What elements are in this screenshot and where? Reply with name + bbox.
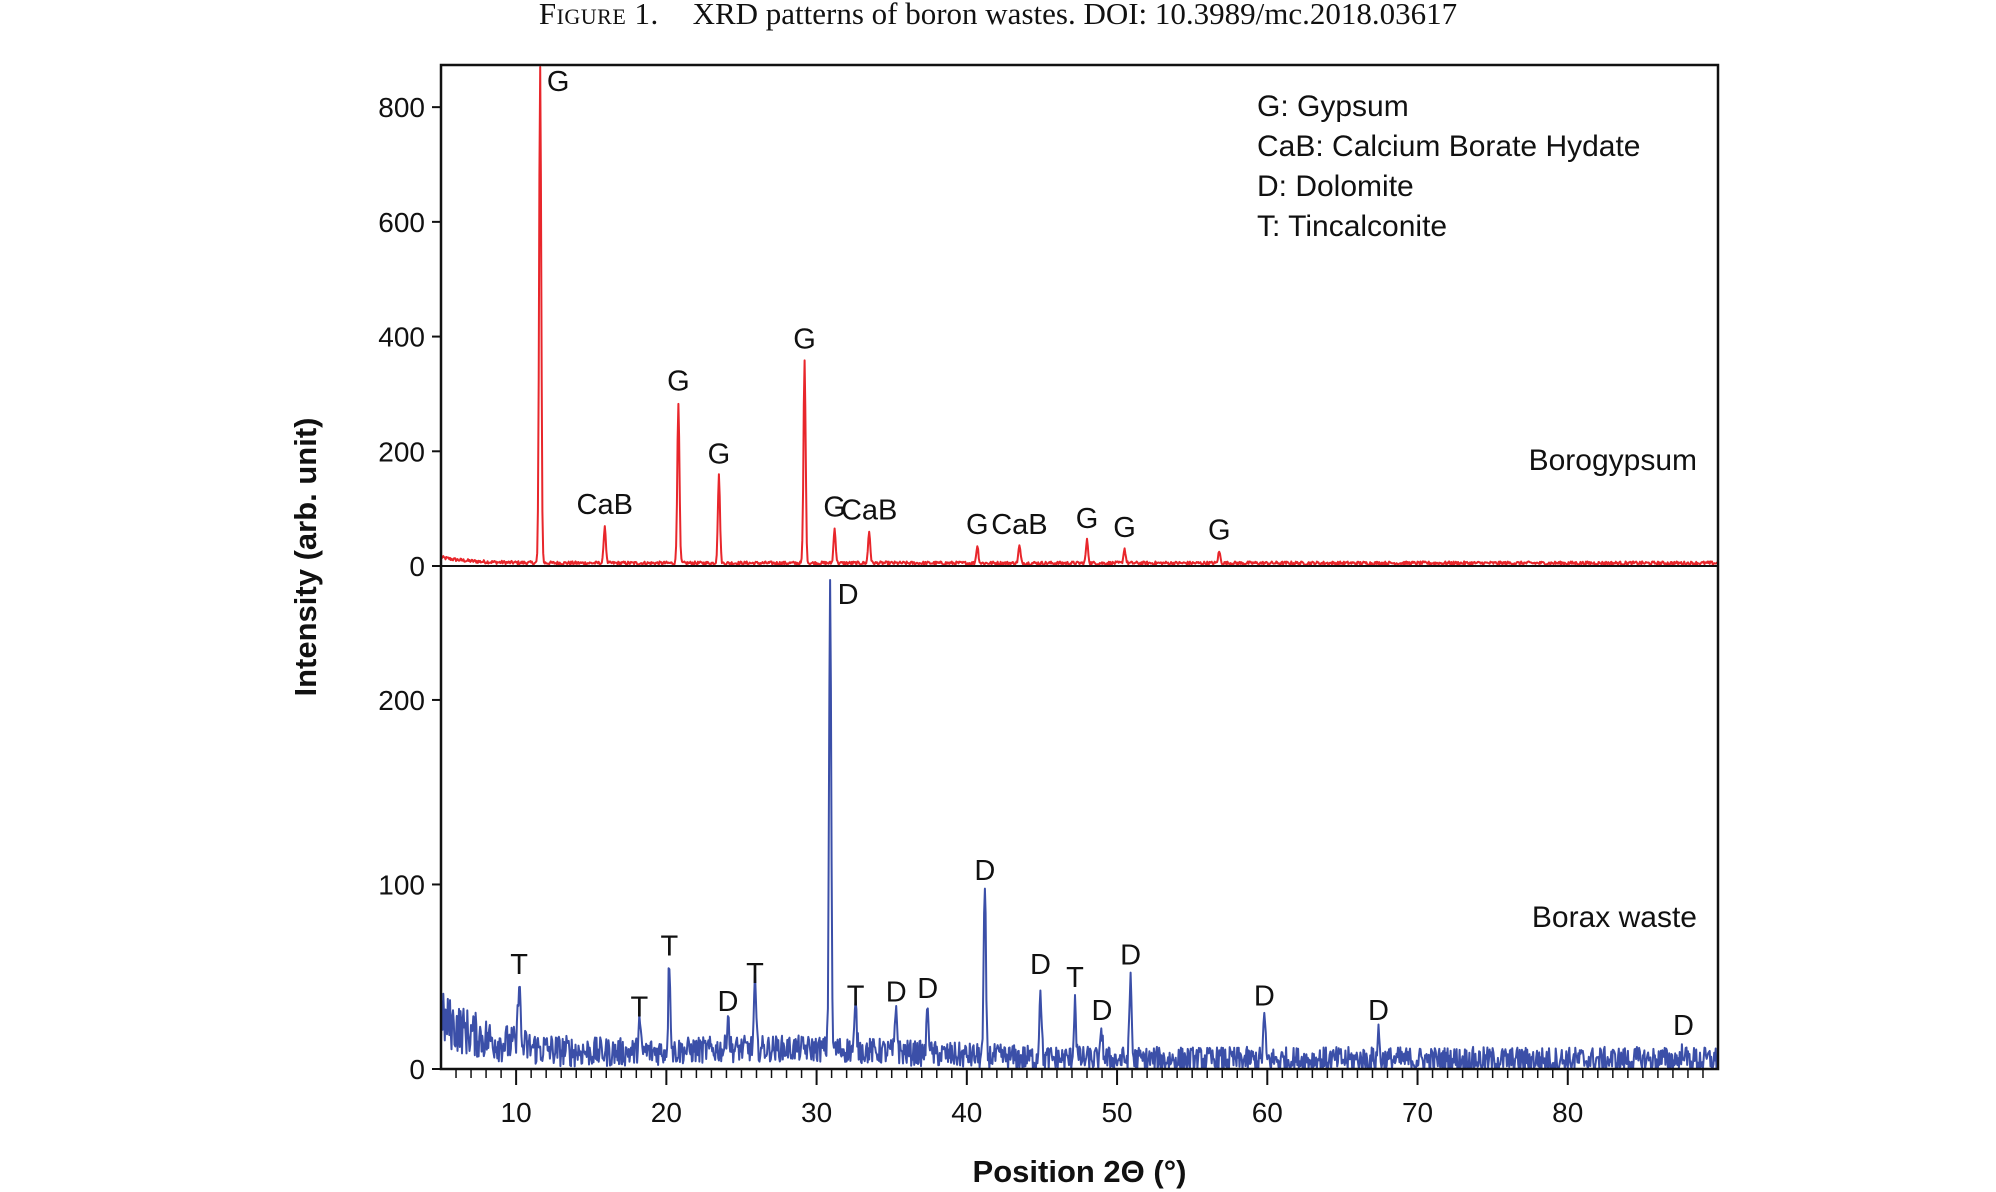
peak-label: T (847, 980, 865, 1012)
peak-label: D (838, 579, 859, 611)
plot-frame (439, 63, 1720, 1071)
peak-label: CaB (577, 489, 633, 521)
legend-entry: D: Dolomite (1257, 170, 1414, 203)
y-tick-label: 0 (409, 551, 425, 582)
peak-label: D (917, 973, 938, 1005)
peak-label: T (1066, 962, 1084, 994)
peak-label: G (793, 324, 816, 356)
peak-label: T (660, 931, 678, 963)
peak-label: T (510, 949, 528, 981)
peak-label: G (708, 438, 731, 470)
y-tick-label: 0 (409, 1054, 425, 1085)
y-axis-title: Intensity (arb. unit) (288, 418, 323, 697)
series-line-bottom (440, 579, 1719, 1070)
y-tick-label: 600 (378, 207, 425, 238)
peak-label: G (1113, 512, 1136, 544)
y-tick-label: 200 (378, 685, 425, 716)
peak-label: T (630, 991, 648, 1023)
legend-entry: G: Gypsum (1257, 90, 1409, 123)
x-tick-label: 80 (1552, 1097, 1583, 1128)
y-tick-label: 800 (378, 92, 425, 123)
y-tick-label: 200 (378, 436, 425, 467)
x-tick-label: 50 (1101, 1097, 1132, 1128)
peak-label: G (823, 492, 846, 524)
peak-label: D (974, 855, 995, 887)
series-name: Borogypsum (1529, 444, 1697, 477)
y-tick-label: 400 (378, 322, 425, 353)
series-name: Borax waste (1532, 901, 1697, 934)
peak-label: G (1208, 515, 1231, 547)
peak-label: G (547, 66, 570, 98)
peak-label: T (746, 958, 764, 990)
peak-label: G (667, 366, 690, 398)
peak-label: D (1673, 1010, 1694, 1042)
peak-label: D (1092, 995, 1113, 1027)
series-line-top (440, 66, 1719, 566)
peak-label: D (1030, 949, 1051, 981)
figure-caption: Figure 1. XRD patterns of boron wastes. … (0, 0, 1996, 34)
peak-label: D (1368, 995, 1389, 1027)
x-tick-label: 40 (951, 1097, 982, 1128)
peak-label: D (1254, 980, 1275, 1012)
series-layer (440, 66, 1719, 1070)
peak-label: CaB (991, 509, 1047, 541)
x-tick-label: 60 (1252, 1097, 1283, 1128)
legend: G: Gypsum CaB: Calcium Borate Hydate D: Do… (1257, 90, 1641, 243)
axis-ticks: 0 200 400 600 800 0 100 200 10 20 30 40 50 60 70 80 (378, 92, 1704, 1128)
peak-label: D (886, 977, 907, 1009)
peak-label: G (1076, 503, 1099, 535)
legend-entry: CaB: Calcium Borate Hydate (1257, 130, 1641, 163)
x-axis-title: Position 2Θ (°) (973, 1154, 1187, 1189)
peak-label: G (966, 509, 989, 541)
peak-label: D (1120, 940, 1141, 972)
x-tick-label: 10 (501, 1097, 532, 1128)
peak-label: CaB (841, 495, 897, 527)
figure-label: Figure 1. (538, 0, 659, 31)
y-tick-label: 100 (378, 869, 425, 900)
x-tick-label: 20 (651, 1097, 682, 1128)
peak-label: D (717, 986, 738, 1018)
legend-entry: T: Tincalconite (1257, 210, 1447, 243)
figure-caption-text: XRD patterns of boron wastes. DOI: 10.39… (692, 0, 1458, 31)
x-tick-label: 30 (801, 1097, 832, 1128)
x-tick-label: 70 (1402, 1097, 1433, 1128)
